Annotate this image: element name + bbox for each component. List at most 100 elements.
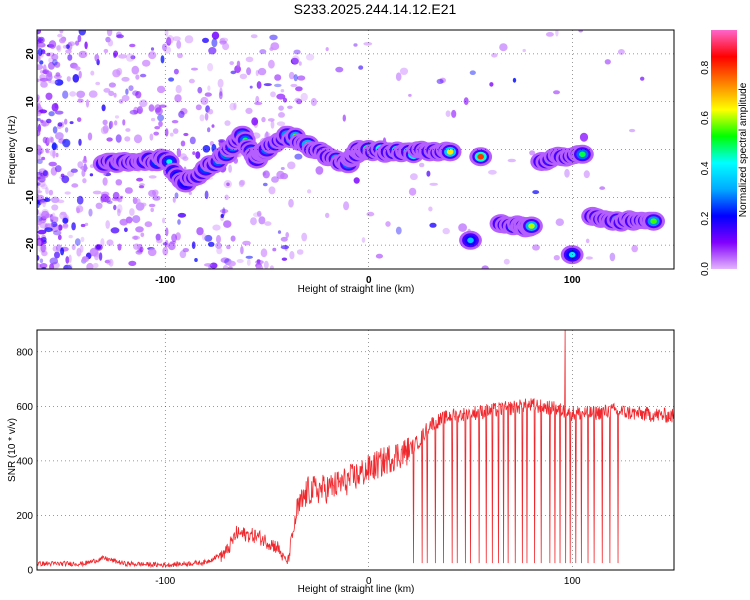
- spectrogram-noise-blob: [69, 121, 74, 125]
- spectrogram-noise-blob: [228, 164, 233, 173]
- snr-panel: -100 0 100 0 200 400 600 800 Height of straigh…: [7, 329, 675, 595]
- spectrogram-noise-blob: [87, 132, 93, 141]
- spectrogram-noise-blob: [278, 105, 284, 111]
- spectrogram-noise-blob: [148, 203, 156, 208]
- spectrogram-noise-blob: [139, 246, 144, 252]
- spectrogram-ridge-point: [650, 218, 657, 224]
- spectrogram-noise-blob: [399, 67, 409, 76]
- spectrogram-noise-blob: [204, 263, 213, 267]
- spectrogram-noise-blob: [177, 219, 181, 225]
- spectrogram-noise-blob: [202, 37, 209, 44]
- spectrogram-noise-blob: [78, 30, 86, 36]
- spectrogram-noise-blob: [46, 150, 50, 154]
- spectrogram-noise-blob: [117, 208, 121, 217]
- spectrogram-noise-blob: [37, 48, 43, 56]
- spectrogram-noise-blob: [295, 86, 303, 92]
- spectrogram-noise-blob: [263, 260, 269, 269]
- spectrogram-noise-blob: [133, 106, 139, 115]
- spectrogram-noise-blob: [37, 144, 42, 154]
- spectrogram-noise-blob: [167, 242, 176, 251]
- spectrogram-noise-blob: [154, 126, 161, 130]
- spectrogram-noise-blob: [124, 187, 133, 194]
- spectrogram-noise-blob: [428, 206, 433, 212]
- spectrogram-noise-blob: [37, 239, 42, 247]
- spectrogram-noise-blob: [40, 243, 46, 253]
- spectrogram-noise-blob: [132, 90, 139, 96]
- spectrogram-noise-blob: [207, 241, 215, 247]
- spectrogram-y-tick-label: 20: [25, 48, 36, 60]
- spectrogram-noise-blob: [106, 30, 113, 37]
- spectrogram-noise-blob: [61, 175, 70, 184]
- spectrogram-noise-blob: [101, 104, 106, 112]
- spectrogram-ridge-point: [467, 237, 474, 244]
- spectrogram-noise-blob: [51, 53, 59, 61]
- spectrogram-noise-blob: [160, 55, 165, 64]
- spectrogram-noise-blob: [257, 67, 267, 76]
- spectrogram-noise-blob: [37, 36, 45, 44]
- spectrogram-noise-blob: [45, 187, 49, 195]
- spectrogram-noise-blob: [429, 222, 437, 228]
- spectrogram-noise-blob: [114, 120, 118, 126]
- spectrogram-noise-blob: [80, 223, 86, 228]
- spectrogram-noise-blob: [37, 201, 40, 209]
- spectrogram-noise-blob: [41, 156, 46, 161]
- spectrogram-noise-blob: [219, 87, 223, 97]
- spectrogram-noise-blob: [57, 122, 63, 127]
- spectrogram-noise-blob: [46, 223, 54, 227]
- spectrogram-noise-blob: [294, 153, 303, 160]
- spectrogram-noise-blob: [211, 31, 220, 40]
- spectrogram-noise-blob: [55, 165, 62, 173]
- spectrogram-noise-blob: [262, 170, 270, 179]
- spectrogram-noise-blob: [260, 248, 268, 258]
- spectrogram-noise-blob: [280, 89, 285, 93]
- spectrogram-noise-blob: [578, 30, 584, 33]
- spectrogram-noise-blob: [269, 34, 278, 41]
- spectrogram-noise-blob: [545, 32, 554, 37]
- spectrogram-ridge-point: [528, 223, 535, 229]
- spectrogram-noise-blob: [281, 257, 288, 261]
- spectrogram-noise-blob: [136, 177, 144, 182]
- spectrogram-noise-blob: [80, 236, 85, 243]
- spectrogram-x-ticks: -100 0 100: [155, 275, 581, 286]
- spectrogram-noise-blob: [84, 41, 88, 50]
- spectrogram-noise-blob: [191, 67, 198, 71]
- spectrogram-noise-blob: [512, 77, 517, 83]
- spectrogram-ridge-point: [477, 153, 485, 160]
- spectrogram-noise-blob: [223, 180, 232, 189]
- snr-series-line: [37, 330, 674, 569]
- spectrogram-noise-blob: [182, 248, 189, 253]
- spectrogram-noise-blob: [78, 50, 88, 59]
- spectrogram-noise-blob: [113, 50, 118, 57]
- spectrogram-noise-blob: [46, 118, 52, 124]
- spectrogram-noise-blob: [163, 46, 172, 54]
- spectrogram-noise-blob: [195, 151, 201, 159]
- spectrogram-noise-blob: [81, 256, 89, 263]
- spectrogram-noise-blob: [37, 220, 42, 226]
- spectrogram-noise-blob: [135, 226, 144, 233]
- spectrogram-noise-blob: [211, 38, 218, 48]
- spectrogram-noise-blob: [42, 136, 48, 144]
- spectrogram-noise-blob: [196, 227, 204, 236]
- spectrogram-noise-blob: [168, 77, 175, 82]
- spectrogram-noise-blob: [250, 217, 257, 226]
- spectrogram-noise-blob: [69, 91, 77, 97]
- spectrogram-ridge-point: [446, 149, 454, 155]
- spectrogram-noise-blob: [48, 62, 55, 70]
- spectrogram-noise-blob: [62, 90, 69, 99]
- spectrogram-noise-blob: [62, 217, 69, 224]
- spectrogram-noise-blob: [48, 161, 57, 167]
- spectrogram-noise-blob: [162, 246, 169, 256]
- spectrogram-noise-blob: [262, 182, 268, 187]
- spectrogram-noise-blob: [119, 218, 128, 226]
- spectrogram-noise-blob: [38, 180, 46, 188]
- spectrogram-noise-blob: [238, 180, 245, 188]
- spectrogram-noise-blob: [274, 74, 282, 81]
- spectrogram-noise-blob: [282, 97, 288, 103]
- spectrogram-noise-blob: [256, 259, 261, 264]
- spectrogram-noise-blob: [84, 222, 89, 226]
- spectrogram-noise-blob: [71, 222, 76, 231]
- spectrogram-noise-blob: [86, 262, 94, 269]
- spectrogram-noise-blob: [217, 78, 224, 88]
- spectrogram-noise-blob: [481, 265, 489, 269]
